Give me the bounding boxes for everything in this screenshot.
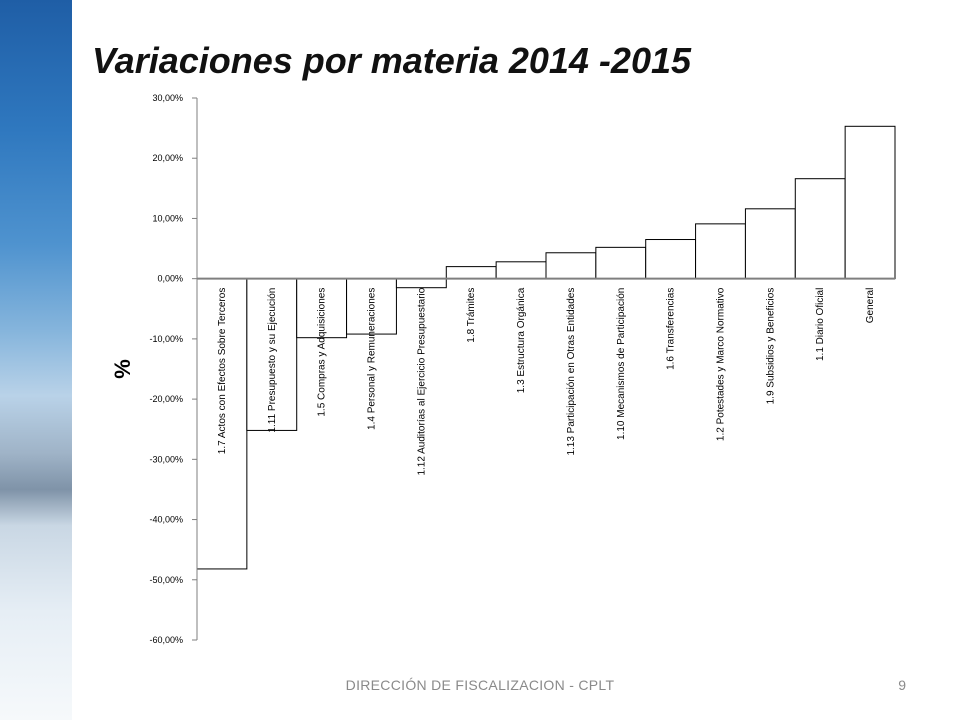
category-label: 1.6 Transferencias xyxy=(666,288,677,370)
y-tick-label: 20,00% xyxy=(152,153,183,163)
footer-text: DIRECCIÓN DE FISCALIZACION - CPLT xyxy=(345,677,615,693)
category-label: 1.11 Presupuesto y su Ejecución xyxy=(267,288,278,433)
slide-title: Variaciones por materia 2014 -2015 xyxy=(92,40,692,81)
y-tick-label: 0,00% xyxy=(157,274,183,284)
category-label: 1.10 Mecanismos de Participación xyxy=(616,288,627,440)
category-label: 1.12 Auditorías al Ejercicio Presupuesta… xyxy=(416,287,427,475)
y-tick-label: 30,00% xyxy=(152,93,183,103)
y-tick-label: -60,00% xyxy=(149,635,183,645)
chart-bar xyxy=(794,178,846,280)
page-number: 9 xyxy=(898,677,906,693)
decorative-side-strip xyxy=(0,0,72,720)
y-tick-label: -40,00% xyxy=(149,515,183,525)
chart-bar xyxy=(595,246,647,280)
chart-bar xyxy=(844,125,896,280)
category-label: 1.2 Potestades y Marco Normativo xyxy=(716,287,727,441)
chart-bar xyxy=(495,261,547,280)
y-tick-label: -10,00% xyxy=(149,334,183,344)
category-label: 1.9 Subsidios y Beneficios xyxy=(765,288,776,405)
y-axis-title: % xyxy=(110,359,135,379)
chart-bar xyxy=(246,278,298,431)
y-tick-label: -50,00% xyxy=(149,575,183,585)
category-label: General xyxy=(865,288,876,324)
category-label: 1.4 Personal y Remuneraciones xyxy=(367,288,378,430)
chart-bar xyxy=(695,223,746,280)
chart-bar xyxy=(395,278,447,289)
category-label: 1.3 Estructura Orgánica xyxy=(516,287,527,393)
y-tick-label: -20,00% xyxy=(149,394,183,404)
category-label: 1.13 Participación en Otras Entidades xyxy=(566,288,577,456)
chart-bar xyxy=(744,208,796,280)
chart-bar xyxy=(645,239,697,280)
y-tick-label: -30,00% xyxy=(149,454,183,464)
category-label: 1.8 Trámites xyxy=(466,288,477,343)
category-label: 1.7 Actos con Efectos Sobre Terceros xyxy=(217,288,228,455)
chart-bar xyxy=(545,252,597,280)
chart-bar xyxy=(196,278,248,570)
category-label: 1.5 Compras y Adquisiciones xyxy=(317,288,328,417)
chart-bar xyxy=(445,266,497,280)
y-tick-label: 10,00% xyxy=(152,213,183,223)
category-label: 1.1 Diario Oficial xyxy=(815,288,826,361)
